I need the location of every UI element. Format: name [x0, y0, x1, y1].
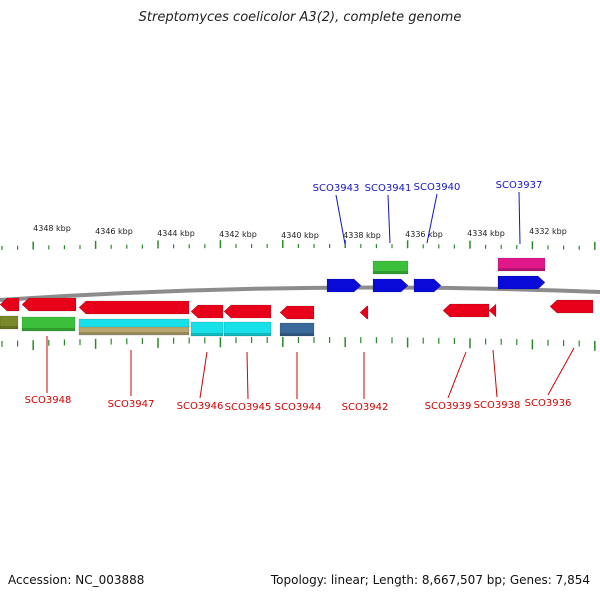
- feature-khaki-sco3947[interactable]: [78, 326, 190, 336]
- label-sco3944[interactable]: SCO3944: [275, 402, 322, 413]
- feature-steel-sco3944-shade: [280, 333, 314, 336]
- leader-sco3937: [518, 191, 521, 245]
- accession-text: Accession: NC_003888: [8, 573, 145, 587]
- tick-marks: [1, 240, 596, 351]
- leader-sco3941: [387, 194, 391, 244]
- gene-sco3948[interactable]: [21, 297, 77, 312]
- feature-cyan-sco3946[interactable]: [190, 321, 224, 337]
- leader-sco3940: [426, 193, 438, 244]
- gene-features[interactable]: [0, 257, 594, 337]
- gene-sco3944[interactable]: [279, 305, 315, 320]
- leader-sco3946: [199, 351, 208, 399]
- label-sco3941[interactable]: SCO3941: [365, 183, 412, 194]
- feature-olive-sco3949[interactable]: [0, 315, 19, 330]
- gene-sco3937[interactable]: [497, 275, 546, 290]
- leader-sco3943: [335, 194, 346, 245]
- kbp-label: 4332 kbp: [529, 227, 567, 236]
- gene-sco3939[interactable]: [442, 303, 490, 318]
- leader-sco3945: [246, 351, 249, 400]
- gene-sco3949[interactable]: [0, 297, 20, 312]
- label-sco3938[interactable]: SCO3938: [474, 400, 521, 411]
- leader-sco3939: [447, 351, 467, 399]
- feature-green-sco3948-shade: [22, 328, 75, 331]
- feature-cyan-sco3946-shade: [191, 333, 223, 336]
- feature-green-sco3948[interactable]: [21, 316, 76, 332]
- leader-sco3938: [492, 349, 498, 398]
- leader-sco3936: [547, 347, 575, 396]
- gene-sco3936[interactable]: [549, 299, 594, 314]
- feature-cyan-sco3945-shade: [224, 333, 271, 336]
- label-sco3946[interactable]: SCO3946: [177, 401, 224, 412]
- gene-sco3945[interactable]: [223, 304, 272, 319]
- label-sco3948[interactable]: SCO3948: [25, 395, 72, 406]
- label-sco3940[interactable]: SCO3940: [414, 182, 461, 193]
- gene-sco3942[interactable]: [359, 305, 369, 320]
- gene-sco3941[interactable]: [372, 278, 409, 293]
- label-sco3947[interactable]: SCO3947: [108, 399, 155, 410]
- label-sco3936[interactable]: SCO3936: [525, 398, 572, 409]
- label-sco3942[interactable]: SCO3942: [342, 402, 389, 413]
- kbp-label: 4344 kbp: [157, 229, 195, 238]
- gene-sco3947[interactable]: [78, 300, 190, 315]
- kbp-labels: 4348 kbp 4346 kbp 4344 kbp 4342 kbp 4340 kbp…: [33, 224, 567, 240]
- kbp-label: 4338 kbp: [343, 231, 381, 240]
- gene-labels[interactable]: SCO3943 SCO3941 SCO3940 SCO3937 SCO3948 SCO39…: [25, 180, 572, 413]
- label-leaders: [46, 191, 575, 400]
- map-title: Streptomyces coelicolor A3(2), complete …: [138, 10, 462, 25]
- kbp-label: 4346 kbp: [95, 227, 133, 236]
- feature-khaki-sco3947-shade: [79, 332, 189, 335]
- feature-green-sco3941[interactable]: [372, 260, 409, 275]
- kbp-label: 4342 kbp: [219, 230, 257, 239]
- gene-sco3938[interactable]: [488, 303, 497, 318]
- kbp-label: 4334 kbp: [467, 229, 505, 238]
- label-sco3937[interactable]: SCO3937: [496, 180, 543, 191]
- topology-text: Topology: linear; Length: 8,667,507 bp; …: [270, 573, 590, 587]
- gene-sco3943[interactable]: [326, 278, 362, 293]
- feature-green-sco3941-shade: [373, 271, 408, 274]
- genome-backbone: [0, 285, 600, 302]
- kbp-label: 4340 kbp: [281, 231, 319, 240]
- feature-magenta-sco3937-shade: [498, 268, 545, 271]
- feature-magenta-sco3937[interactable]: [497, 257, 546, 272]
- label-sco3945[interactable]: SCO3945: [225, 402, 272, 413]
- label-sco3939[interactable]: SCO3939: [425, 401, 472, 412]
- gene-sco3940[interactable]: [413, 278, 442, 293]
- kbp-label: 4348 kbp: [33, 224, 71, 233]
- kbp-label: 4336 kbp: [405, 230, 443, 239]
- feature-steel-sco3944[interactable]: [279, 322, 315, 337]
- label-sco3943[interactable]: SCO3943: [313, 183, 360, 194]
- feature-olive-sco3949-shade: [0, 326, 18, 329]
- feature-cyan-sco3945[interactable]: [223, 321, 272, 337]
- gene-sco3946[interactable]: [190, 304, 224, 319]
